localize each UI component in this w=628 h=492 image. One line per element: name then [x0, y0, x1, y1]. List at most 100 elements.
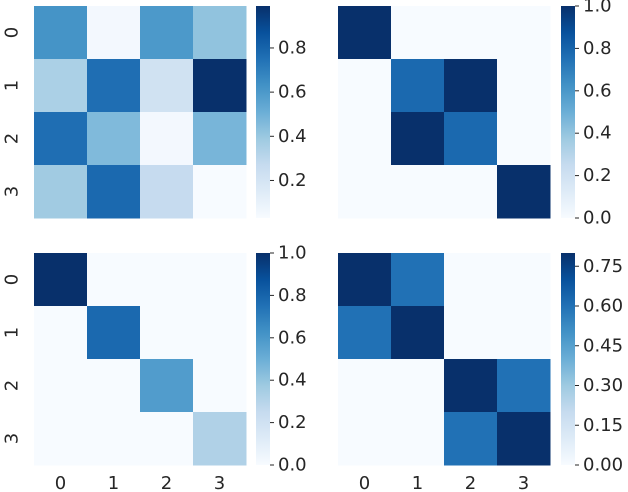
heatmap-cell: [338, 6, 392, 60]
heatmap-cell: [338, 359, 392, 413]
heatmap-cell: [140, 59, 194, 113]
heatmap-cell: [497, 253, 551, 307]
colorbar-tick-label: 0.6: [278, 82, 307, 103]
heatmap-cell: [338, 112, 392, 166]
heatmap-cell: [140, 6, 194, 60]
colorbar-tick-label: 0.6: [583, 80, 612, 101]
colorbar-tick-label: 0.0: [278, 455, 307, 476]
colorbar-tick-label: 0.4: [278, 370, 307, 391]
x-tick-label: 1: [412, 473, 423, 492]
heatmap-cell: [497, 59, 551, 113]
heatmap-cell: [34, 6, 88, 60]
heatmap-cell: [391, 112, 445, 166]
heatmap-cell: [497, 165, 551, 219]
x-tick-label: 0: [359, 473, 370, 492]
heatmap-cell: [140, 112, 194, 166]
colorbar: [256, 6, 270, 218]
heatmap-cell: [444, 359, 498, 413]
y-tick-label: 1: [2, 327, 23, 338]
heatmap-cell: [87, 359, 141, 413]
heatmap-cell: [444, 253, 498, 307]
heatmap-cell: [87, 253, 141, 307]
heatmap-cell: [140, 359, 194, 413]
heatmap-cell: [87, 59, 141, 113]
x-tick-label: 3: [518, 473, 529, 492]
heatmap-cell: [193, 6, 247, 60]
heatmap-cell: [193, 306, 247, 360]
heatmap-cell: [338, 306, 392, 360]
heatmap-cell: [140, 412, 194, 466]
y-tick-label: 2: [2, 380, 23, 391]
colorbar: [561, 253, 575, 465]
colorbar-tick-label: 0.8: [278, 37, 307, 58]
heatmap-cell: [193, 112, 247, 166]
y-tick-label: 0: [2, 27, 23, 38]
colorbar-tick-label: 1.0: [583, 0, 612, 17]
heatmap-cell: [444, 412, 498, 466]
colorbar-tick-label: 0.4: [583, 123, 612, 144]
y-tick-label: 3: [2, 433, 23, 444]
colorbar-tick-label: 0.15: [583, 415, 623, 436]
heatmap-cell: [34, 253, 88, 307]
y-tick-label: 3: [2, 186, 23, 197]
heatmap-cell: [391, 59, 445, 113]
heatmap-cell: [87, 412, 141, 466]
x-tick-label: 2: [161, 473, 172, 492]
heatmap-cell: [34, 59, 88, 113]
colorbar-tick-label: 0.2: [583, 165, 612, 186]
colorbar-tick-label: 0.0: [583, 208, 612, 229]
heatmap-cell: [497, 412, 551, 466]
colorbar-tick-label: 1.0: [278, 243, 307, 264]
heatmap-cell: [338, 253, 392, 307]
heatmap-cell: [497, 306, 551, 360]
colorbar-tick-label: 0.2: [278, 412, 307, 433]
heatmap-cell: [391, 253, 445, 307]
heatmap-cell: [34, 112, 88, 166]
x-tick-label: 2: [465, 473, 476, 492]
colorbar-tick-label: 0.6: [278, 327, 307, 348]
colorbar-tick-label: 0.75: [583, 256, 623, 277]
colorbar-tick-label: 0.4: [278, 126, 307, 147]
colorbar-tick-label: 0.45: [583, 335, 623, 356]
heatmap-cell: [87, 112, 141, 166]
heatmap-cell: [193, 359, 247, 413]
heatmap-cell: [34, 359, 88, 413]
heatmap-cell: [391, 6, 445, 60]
heatmap-panel-2: 0.0 0.2 0.4 0.6 0.8 1.0: [338, 0, 612, 229]
heatmap-panel-4: 0 1 2 3 0.00 0.15 0.30 0.45 0.60 0.75: [338, 253, 623, 492]
heatmap-cell: [193, 412, 247, 466]
heatmap-cell: [444, 165, 498, 219]
heatmap-cell: [34, 306, 88, 360]
heatmap-cell: [140, 253, 194, 307]
colorbar-tick-label: 0.00: [583, 455, 623, 476]
heatmap-cell: [391, 165, 445, 219]
heatmap-panel-1: 0 1 2 3 0.2 0.4 0.6 0.8: [2, 6, 307, 219]
heatmap-cell: [444, 306, 498, 360]
colorbar-tick-label: 0.8: [583, 38, 612, 59]
heatmap-panel-3: 0 1 2 3 0 1 2 3 0.0 0.2 0.4 0.6 0.8 1.0: [2, 243, 307, 492]
heatmap-cell: [391, 412, 445, 466]
heatmap-cell: [391, 306, 445, 360]
heatmap-cell: [34, 165, 88, 219]
heatmap-cell: [391, 359, 445, 413]
heatmap-cell: [338, 59, 392, 113]
heatmap-cell: [193, 253, 247, 307]
y-tick-label: 0: [2, 274, 23, 285]
x-tick-label: 1: [108, 473, 119, 492]
heatmap-cell: [444, 6, 498, 60]
heatmap-cell: [193, 59, 247, 113]
heatmap-cell: [87, 165, 141, 219]
heatmap-cell: [87, 6, 141, 60]
heatmap-cell: [140, 165, 194, 219]
colorbar-tick-label: 0.2: [278, 170, 307, 191]
heatmap-cell: [34, 412, 88, 466]
heatmap-cell: [497, 6, 551, 60]
colorbar: [256, 253, 270, 465]
x-tick-label: 0: [55, 473, 66, 492]
heatmap-cell: [87, 306, 141, 360]
heatmap-cell: [497, 112, 551, 166]
heatmap-cell: [193, 165, 247, 219]
x-tick-label: 3: [214, 473, 225, 492]
colorbar-tick-label: 0.30: [583, 375, 623, 396]
